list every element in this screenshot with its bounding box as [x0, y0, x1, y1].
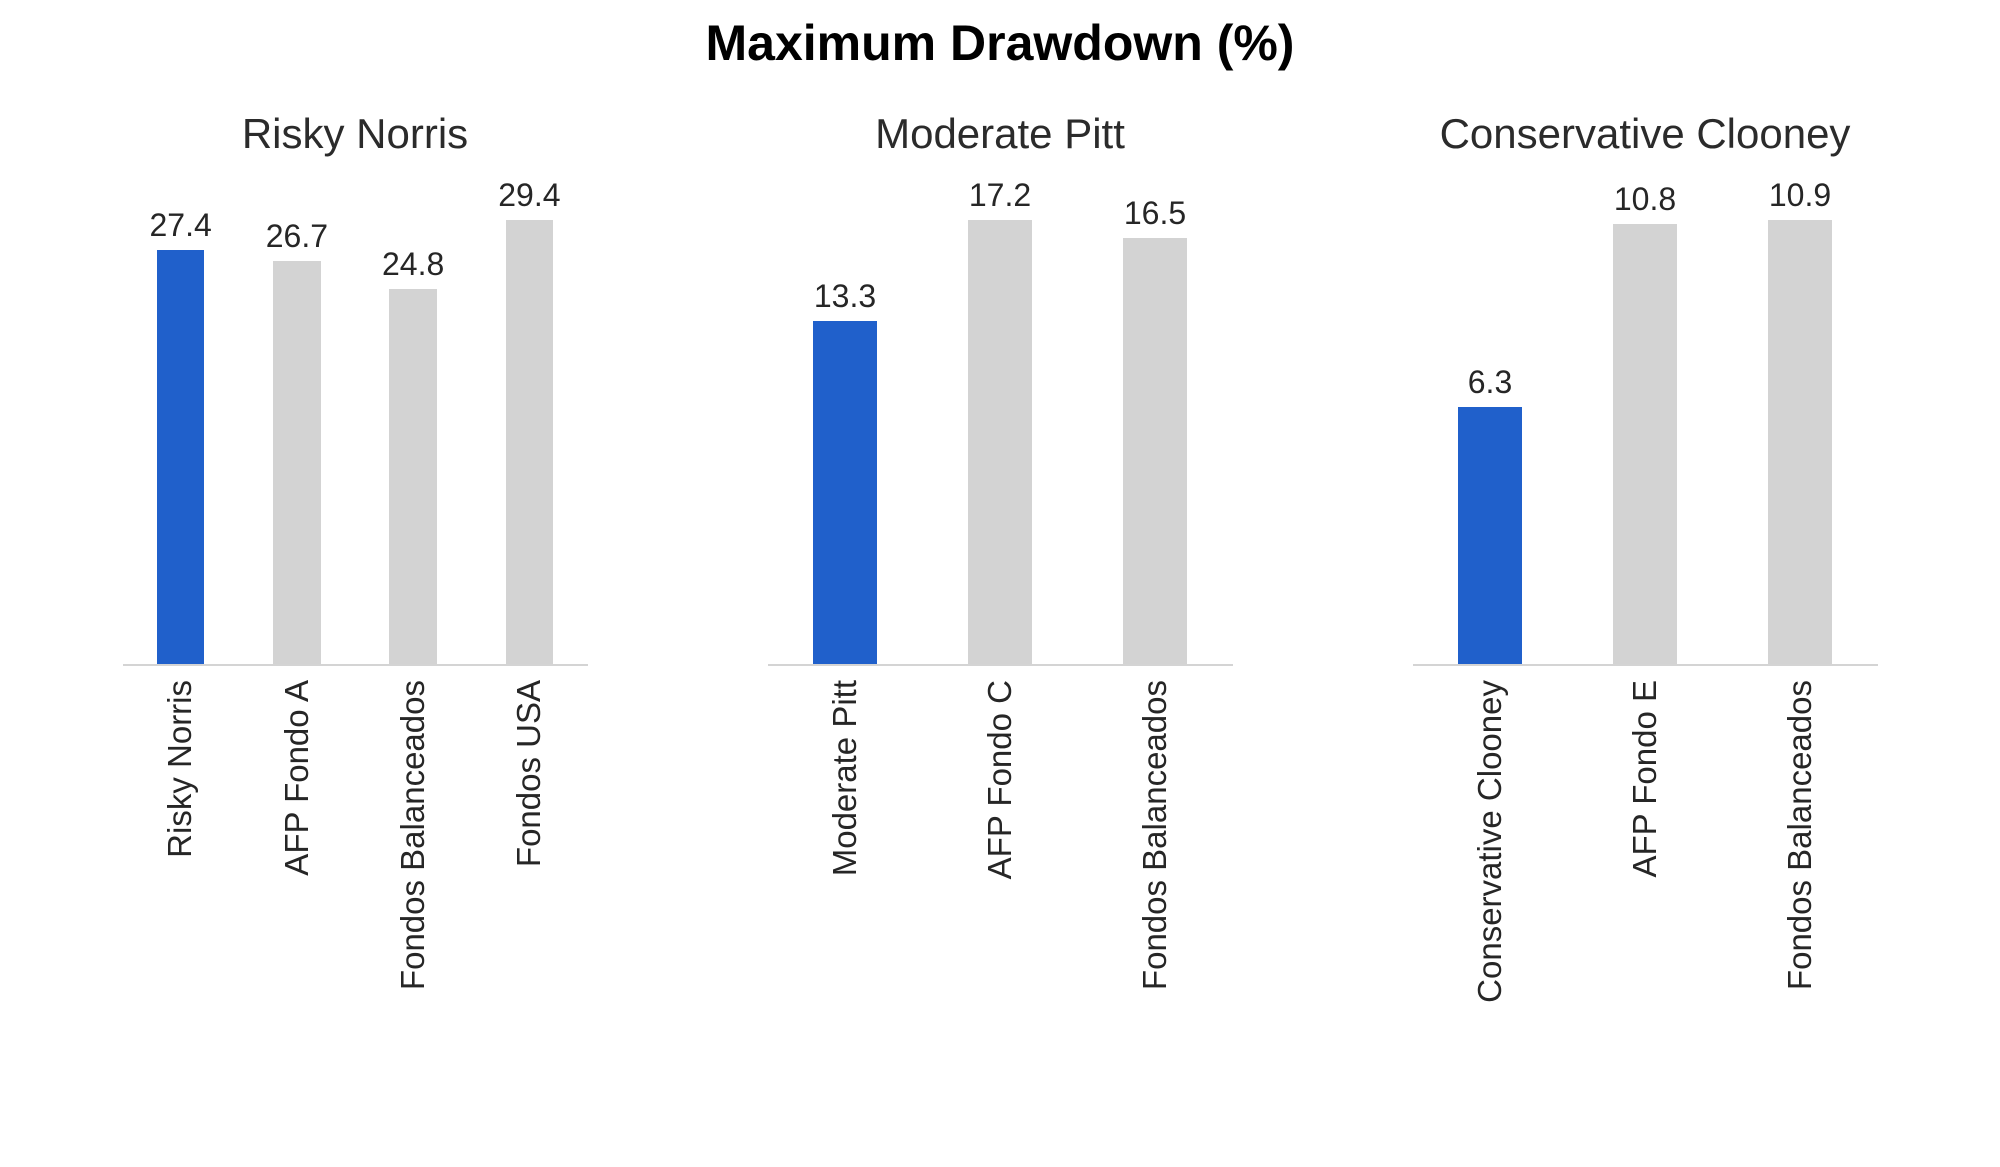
- bar-slot: 27.4: [123, 164, 239, 664]
- category-label-slot: AFP Fondo C: [923, 680, 1078, 879]
- category-label: AFP Fondo C: [980, 680, 1018, 880]
- facet-title: Moderate Pitt: [875, 110, 1125, 157]
- category-label-slot: Risky Norris: [123, 680, 239, 858]
- bar-value-label: 17.2: [968, 177, 1032, 213]
- category-label-slot: Conservative Clooney: [1413, 680, 1568, 1003]
- bar-fondos-balanceados: [1123, 238, 1187, 664]
- category-label-slot: AFP Fondo A: [239, 680, 355, 876]
- bar-value-label: 10.8: [1613, 181, 1677, 217]
- bar-slot: 16.5: [1078, 164, 1233, 664]
- x-axis-line: [1412, 664, 1878, 666]
- bar-conservative-clooney: [1458, 407, 1522, 664]
- category-label: AFP Fondo A: [277, 680, 315, 876]
- bar-afp-fondo-c: [968, 220, 1032, 664]
- category-label: Fondos USA: [510, 680, 548, 868]
- bar-afp-fondo-e: [1613, 224, 1677, 664]
- category-label: Risky Norris: [161, 680, 199, 858]
- category-label-slot: Fondos Balanceados: [355, 680, 471, 990]
- bar-value-label: 24.8: [381, 246, 445, 282]
- facet-panel-moderate-pitt: Moderate Pitt 13.3 17.2 16.5: [678, 106, 1323, 1010]
- bar-slot: 10.8: [1568, 164, 1723, 664]
- category-label: Conservative Clooney: [1470, 680, 1508, 1003]
- bar-fondos-balanceados: [389, 289, 437, 664]
- bar-slot: 13.3: [768, 164, 923, 664]
- category-label-slot: Fondos Balanceados: [1723, 680, 1878, 990]
- bar-slot: 29.4: [471, 164, 587, 664]
- category-labels-row: Risky Norris AFP Fondo A Fondos Balancea…: [123, 680, 588, 1010]
- category-label-slot: AFP Fondo E: [1568, 680, 1723, 878]
- bar-value-label: 29.4: [498, 177, 561, 213]
- category-labels-row: Conservative Clooney AFP Fondo E Fondos …: [1413, 680, 1878, 1010]
- category-label: AFP Fondo E: [1625, 680, 1663, 878]
- bar-fondos-balanceados: [1768, 220, 1832, 664]
- chart-title: Maximum Drawdown (%): [705, 15, 1295, 71]
- bar-value-label: 6.3: [1467, 364, 1513, 400]
- bar-value-label: 13.3: [813, 278, 877, 314]
- category-label-slot: Fondos USA: [471, 680, 587, 867]
- x-axis-line: [122, 664, 588, 666]
- x-axis-line: [767, 664, 1233, 666]
- category-label: Fondos Balanceados: [1135, 680, 1173, 991]
- facet-title: Conservative Clooney: [1439, 110, 1851, 157]
- category-label: Fondos Balanceados: [393, 680, 431, 991]
- bar-value-label: 26.7: [265, 218, 329, 254]
- bar-value-label: 10.9: [1768, 177, 1832, 213]
- bar-afp-fondo-a: [273, 261, 321, 664]
- bar-value-label: 27.4: [149, 207, 212, 243]
- bar-fondos-usa: [505, 220, 554, 664]
- bar-moderate-pitt: [813, 321, 877, 664]
- facet-title: Risky Norris: [241, 110, 469, 157]
- category-labels-row: Moderate Pitt AFP Fondo C Fondos Balance…: [768, 680, 1233, 1010]
- plot-area: 13.3 17.2 16.5 Moderate Pitt AFP Fo: [767, 162, 1233, 1010]
- bar-slot: 6.3: [1413, 164, 1568, 664]
- bar-slot: 26.7: [239, 164, 355, 664]
- category-label-slot: Fondos Balanceados: [1078, 680, 1233, 990]
- facet-panel-risky-norris: Risky Norris 27.4 26.7 24.8: [33, 106, 678, 1010]
- bar-value-label: 16.5: [1123, 195, 1187, 231]
- facet-panel-conservative-clooney: Conservative Clooney 6.3 10.8 10.9: [1323, 106, 1968, 1010]
- bar-slot: 24.8: [355, 164, 471, 664]
- bars-row: 13.3 17.2 16.5: [768, 164, 1233, 664]
- plot-area: 6.3 10.8 10.9 Conservative Clooney: [1412, 162, 1878, 1010]
- plot-area: 27.4 26.7 24.8 29.4: [122, 162, 588, 1010]
- bar-slot: 17.2: [923, 164, 1078, 664]
- category-label: Moderate Pitt: [825, 680, 863, 877]
- category-label: Fondos Balanceados: [1780, 680, 1818, 991]
- bars-row: 6.3 10.8 10.9: [1413, 164, 1878, 664]
- bars-row: 27.4 26.7 24.8 29.4: [123, 164, 588, 664]
- bar-slot: 10.9: [1723, 164, 1878, 664]
- bar-risky-norris: [156, 250, 205, 664]
- facet-row: Risky Norris 27.4 26.7 24.8: [0, 106, 2000, 1010]
- category-label-slot: Moderate Pitt: [768, 680, 923, 876]
